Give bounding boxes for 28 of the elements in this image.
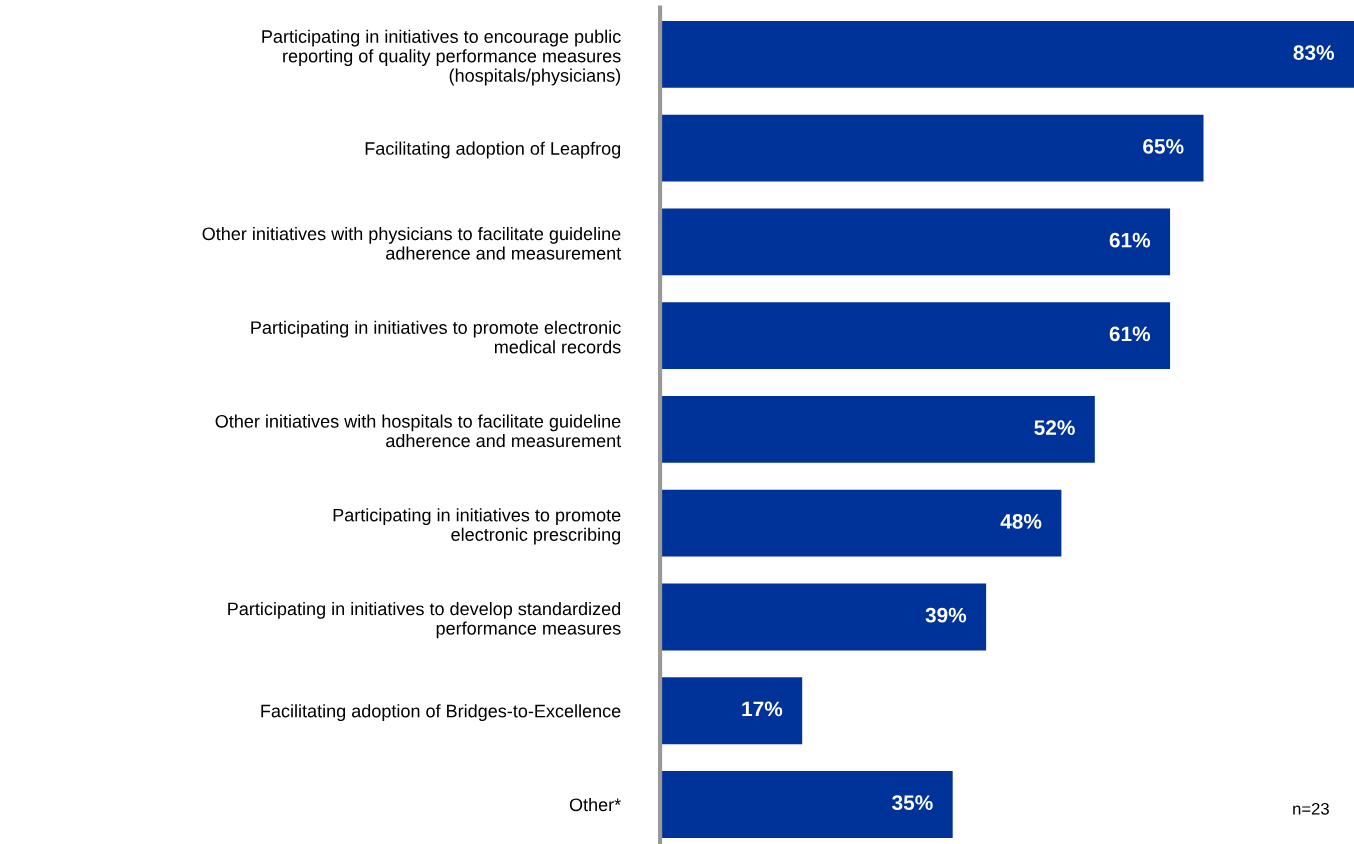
- y-tick-label: Participating in initiatives to promote electronic prescribing: [333, 508, 621, 545]
- data-label: 83%: [1293, 45, 1335, 61]
- bar: [660, 489, 1062, 557]
- data-label: 61%: [1109, 232, 1151, 248]
- bar: [660, 20, 1354, 88]
- y-tick-label: Participating in initiatives to encourage public reporting of quality performance measures (hospitals/physicians): [262, 29, 621, 86]
- data-label: 61%: [1109, 326, 1151, 342]
- y-tick-label: Facilitating adoption of Leapfrog: [365, 141, 621, 159]
- data-label: 39%: [925, 607, 967, 623]
- y-tick-label: Other initiatives with hospitals to facilitate guideline adherence and measurement: [215, 414, 622, 448]
- bar: [660, 208, 1171, 276]
- y-tick-label: Participating in initiatives to develop standardized performance measures: [228, 601, 621, 639]
- data-label: 52%: [1034, 420, 1075, 436]
- data-label: 48%: [1000, 514, 1042, 529]
- bar: [660, 114, 1204, 182]
- data-label: 17%: [742, 701, 783, 717]
- bar: [660, 771, 953, 838]
- bar: [660, 302, 1171, 370]
- y-tick-label: Other initiatives with physicians to facilitate guideline adherence and measurement: [202, 226, 622, 260]
- data-label: 65%: [1143, 138, 1184, 154]
- bar: [660, 583, 987, 651]
- bar: [660, 677, 803, 745]
- data-label: 35%: [892, 795, 933, 811]
- annotation: n=23: [1293, 802, 1329, 815]
- y-tick-label: Other*: [569, 797, 621, 812]
- bar: [660, 396, 1095, 463]
- y-tick-label: Participating in initiatives to promote electronic medical records: [251, 320, 621, 354]
- y-tick-label: Facilitating adoption of Bridges-to-Excellence: [261, 704, 621, 721]
